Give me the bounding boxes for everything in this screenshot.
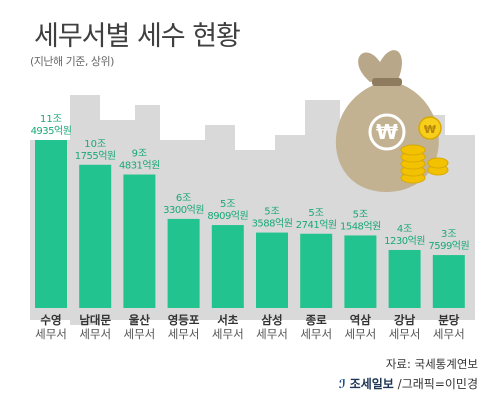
won-circle bbox=[368, 113, 406, 151]
bar bbox=[211, 225, 244, 308]
bar bbox=[432, 255, 465, 308]
bar bbox=[123, 174, 156, 308]
source-note: 자료: 국세통계연보 bbox=[385, 357, 478, 371]
data-label-eok: 3588억원 bbox=[252, 218, 293, 230]
category-label: 영등포 세무서 bbox=[168, 313, 200, 341]
coin-stack bbox=[427, 157, 449, 169]
money-bag-won-coins-icon: ₩ ₩ bbox=[335, 50, 449, 192]
bar bbox=[167, 218, 200, 308]
data-label-eok: 4831억원 bbox=[119, 160, 160, 172]
data-label-jo: 10조 bbox=[84, 139, 106, 150]
category-label: 남대문 세무서 bbox=[79, 313, 111, 341]
category-label: 강남 세무서 bbox=[389, 313, 421, 341]
category-name: 울산 bbox=[128, 313, 150, 327]
data-label-jo: 5조 bbox=[264, 207, 280, 218]
category-name: 강남 bbox=[394, 313, 416, 327]
won-symbol: ₩ bbox=[376, 120, 398, 144]
chart-subtitle: (지난해 기준, 상위) bbox=[30, 55, 114, 68]
data-label-eok: 2741억원 bbox=[296, 219, 337, 231]
data-label-jo: 5조 bbox=[308, 208, 324, 219]
data-label-jo: 4조 bbox=[397, 224, 413, 235]
category-label: 수영 세무서 bbox=[35, 313, 67, 341]
category-suffix: 세무서 bbox=[123, 327, 156, 341]
bar bbox=[79, 164, 112, 308]
bar bbox=[344, 235, 377, 308]
chart-title: 세무서별 세수 현황 bbox=[34, 21, 241, 52]
bar bbox=[388, 249, 421, 308]
data-label-eok: 8909억원 bbox=[207, 210, 248, 222]
category-name: 수영 bbox=[40, 313, 62, 327]
coin bbox=[418, 116, 442, 140]
data-label-jo: 6조 bbox=[176, 193, 192, 204]
category-suffix: 세무서 bbox=[79, 327, 112, 341]
brand-logo-icon: ℐ bbox=[338, 377, 346, 391]
bag-tie bbox=[372, 78, 402, 86]
data-label-eok: 1755억원 bbox=[75, 150, 116, 162]
category-suffix: 세무서 bbox=[256, 327, 288, 341]
data-label-jo: 9조 bbox=[132, 149, 148, 160]
category-suffix: 세무서 bbox=[388, 327, 421, 341]
graphic-credit: /그래픽=이민경 bbox=[397, 377, 478, 391]
category-name: 삼성 bbox=[261, 313, 283, 327]
category-label: 삼성 세무서 bbox=[256, 313, 288, 341]
category-label: 서초 세무서 bbox=[212, 313, 244, 341]
category-name: 영등포 bbox=[167, 313, 200, 327]
category-name: 남대문 bbox=[79, 313, 112, 327]
data-label-jo: 11조 bbox=[40, 114, 62, 125]
data-label-eok: 1230억원 bbox=[384, 235, 425, 247]
category-suffix: 세무서 bbox=[167, 327, 200, 341]
data-label-jo: 5조 bbox=[220, 199, 236, 210]
data-label-jo: 3조 bbox=[441, 229, 457, 240]
category-suffix: 세무서 bbox=[432, 327, 465, 341]
category-suffix: 세무서 bbox=[300, 327, 333, 341]
category-suffix: 세무서 bbox=[35, 327, 67, 341]
category-name: 분당 bbox=[438, 313, 460, 327]
data-label-eok: 1548억원 bbox=[340, 220, 381, 232]
brand-name: 조세일보 bbox=[349, 377, 394, 391]
category-name: 역삼 bbox=[349, 313, 371, 327]
data-label-eok: 3300억원 bbox=[163, 204, 204, 216]
category-name: 종로 bbox=[305, 313, 327, 327]
category-label: 울산 세무서 bbox=[124, 313, 156, 341]
category-suffix: 세무서 bbox=[211, 327, 244, 341]
coin-stack bbox=[400, 144, 426, 156]
category-label: 역삼 세무서 bbox=[345, 313, 377, 341]
data-label-eok: 7599억원 bbox=[428, 240, 469, 252]
bar bbox=[35, 140, 67, 308]
category-name: 서초 bbox=[217, 313, 239, 327]
bar bbox=[256, 232, 288, 308]
category-suffix: 세무서 bbox=[344, 327, 377, 341]
data-label-jo: 5조 bbox=[353, 209, 369, 220]
data-label-eok: 4935억원 bbox=[31, 125, 72, 137]
bag-top bbox=[358, 50, 402, 82]
brand-credit: ℐ 조세일보 /그래픽=이민경 bbox=[339, 375, 478, 392]
bar bbox=[300, 233, 333, 308]
category-label: 종로 세무서 bbox=[300, 313, 332, 341]
category-label: 분당 세무서 bbox=[433, 313, 465, 341]
coin-won-symbol: ₩ bbox=[424, 123, 436, 136]
